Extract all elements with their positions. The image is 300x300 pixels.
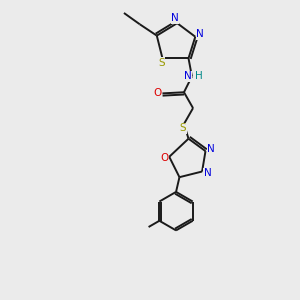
Text: N: N bbox=[184, 71, 192, 81]
Text: N: N bbox=[196, 29, 204, 40]
Text: H: H bbox=[195, 71, 203, 81]
Text: S: S bbox=[158, 58, 165, 68]
Text: N: N bbox=[171, 13, 179, 23]
Text: O: O bbox=[160, 153, 168, 163]
Text: S: S bbox=[179, 124, 186, 134]
Text: O: O bbox=[153, 88, 162, 98]
Text: N: N bbox=[204, 168, 212, 178]
Text: N: N bbox=[207, 144, 215, 154]
